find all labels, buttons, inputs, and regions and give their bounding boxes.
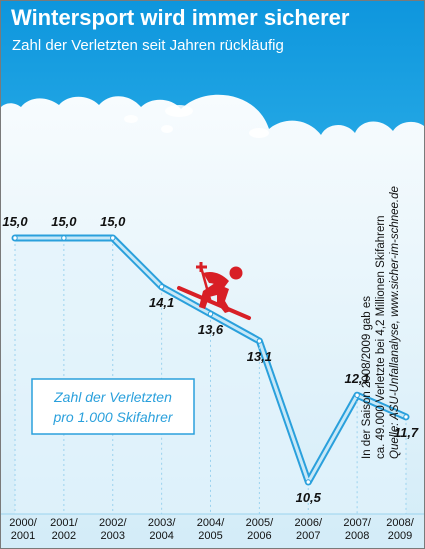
cloud-puff <box>161 125 173 133</box>
legend-frame <box>31 378 195 435</box>
data-point <box>354 392 360 398</box>
cloud-puff <box>249 128 269 138</box>
x-tick-label: 2003/2004 <box>148 517 176 542</box>
data-label: 15,0 <box>51 214 77 229</box>
legend-line-1: Zahl der Verletzten <box>53 389 172 405</box>
data-label: 12,1 <box>344 371 369 386</box>
data-label: 14,1 <box>149 295 174 310</box>
x-tick-label: 2000/2001 <box>9 517 37 542</box>
x-tick-label: 2005/2006 <box>246 517 274 542</box>
note-source: Quelle: ASU-Unfallanalyse, www.sicher-im… <box>389 186 401 459</box>
x-tick-label: 2001/2002 <box>50 517 78 542</box>
data-point <box>207 311 214 317</box>
note-line-2: ca. 49.000 Verletzte bei 4,2 Millionen S… <box>375 215 387 459</box>
cloud-puff <box>165 105 193 117</box>
legend-box: Zahl der Verletzten pro 1.000 Skifahrer <box>31 378 195 435</box>
x-tick-label: 2008/2009 <box>386 517 414 542</box>
side-note: In der Saison 2008/2009 gab es ca. 49.00… <box>360 139 402 459</box>
data-point <box>158 284 165 290</box>
data-label: 10,5 <box>296 490 322 505</box>
x-tick-label: 2006/2007 <box>294 517 322 542</box>
x-tick-label: 2007/2008 <box>343 517 371 542</box>
x-tick-label: 2002/2003 <box>99 517 127 542</box>
cloud-puff <box>124 115 138 123</box>
legend-line-2: pro 1.000 Skifahrer <box>52 409 173 425</box>
data-label: 15,0 <box>2 214 28 229</box>
data-point <box>110 235 116 241</box>
data-label: 15,0 <box>100 214 126 229</box>
x-tick-label: 2004/2005 <box>197 517 225 542</box>
data-point <box>403 414 409 420</box>
chart-subtitle: Zahl der Verletzten seit Jahren rückläuf… <box>12 37 284 54</box>
data-point <box>256 338 263 344</box>
x-axis: 2000/2001 2001/2002 2002/2003 2003/2004 2004… <box>1 513 424 542</box>
data-point <box>12 235 18 241</box>
data-point <box>61 235 67 241</box>
data-label: 11,7 <box>394 425 419 440</box>
note-line-1: In der Saison 2008/2009 gab es <box>361 295 373 459</box>
skier-icon <box>177 262 251 320</box>
sky-header <box>1 1 424 135</box>
series-line-group: 15,0 15,0 15,0 14,1 13,6 13,1 10,5 12,1 11,7 <box>2 214 419 514</box>
data-label: 13,1 <box>247 349 272 364</box>
chart-title: Wintersport wird immer sicherer <box>11 5 350 30</box>
data-point <box>305 479 311 485</box>
data-label: 13,6 <box>198 322 224 337</box>
